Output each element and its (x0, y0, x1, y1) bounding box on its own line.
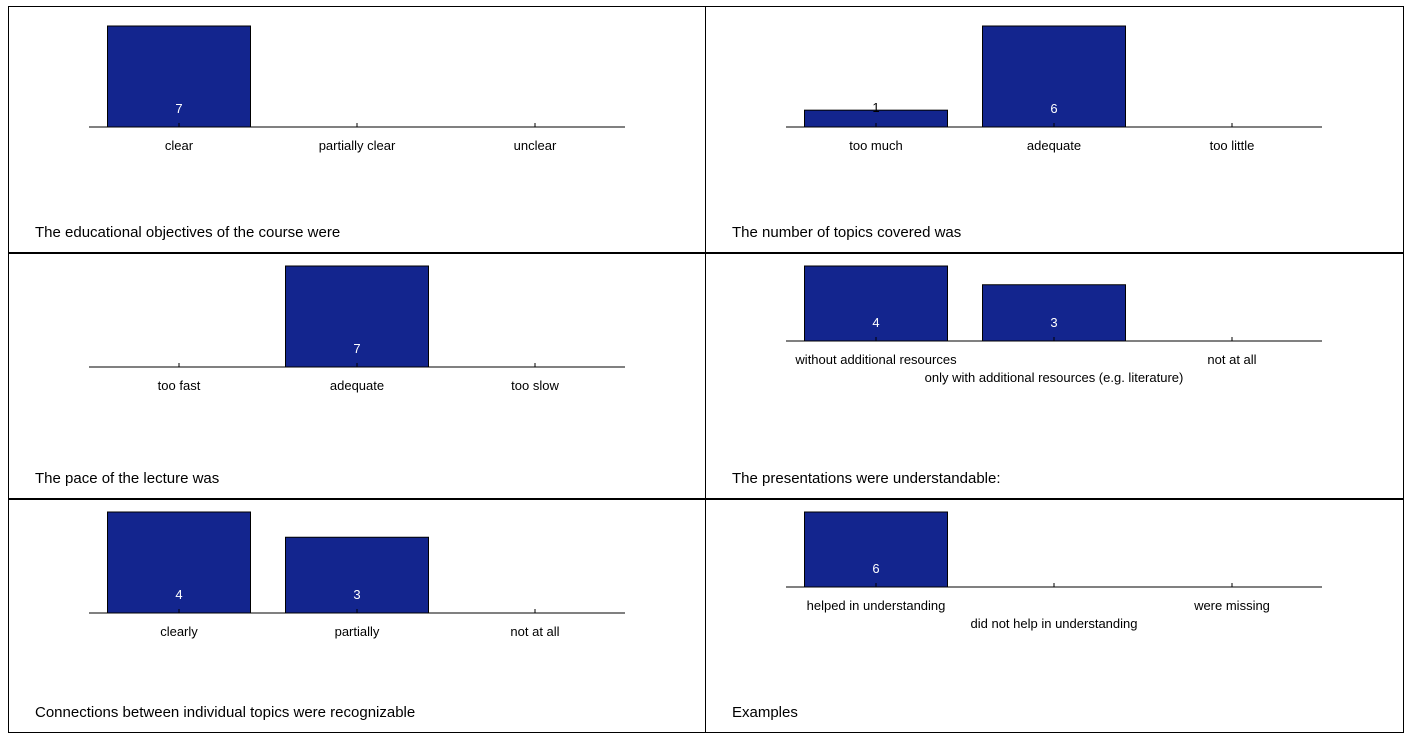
category-label: without additional resources (794, 352, 957, 367)
bar-chart-svg: 4 3 clearly partially not at all (89, 511, 625, 639)
bar-chart-svg: 6 helped in understanding did not help in … (786, 511, 1322, 631)
data-label: 1 (872, 100, 879, 115)
chart-panel-6: 6 helped in understanding did not help in … (705, 499, 1404, 733)
bar (804, 511, 948, 588)
bar-chart-svg: 7 too fast adequate too slow (89, 265, 625, 393)
category-label: too little (1210, 138, 1255, 153)
bar-chart-svg: 4 3 without additional resources only with … (786, 265, 1322, 385)
category-label: adequate (330, 378, 384, 393)
chart-panel-4: 4 3 without additional resources only with … (705, 253, 1404, 499)
bar (982, 25, 1126, 128)
chart-caption: The pace of the lecture was (35, 470, 220, 487)
chart-panel-1: 7 clear partially clear unclear The educatio… (8, 6, 706, 253)
chart-caption: The presentations were understandable: (732, 470, 1001, 487)
category-label: clearly (160, 624, 198, 639)
data-label: 7 (353, 341, 360, 356)
bar (107, 25, 251, 128)
chart-panel-5: 4 3 clearly partially not at all Connections … (8, 499, 706, 733)
chart-caption: The number of topics covered was (732, 224, 962, 241)
chart-panel-3: 7 too fast adequate too slow The pace of the… (8, 253, 706, 499)
bar-chart-svg: 1 6 too much adequate too little (786, 25, 1322, 153)
data-label: 3 (353, 587, 360, 602)
category-label: partially clear (319, 138, 396, 153)
data-label: 4 (175, 587, 182, 602)
category-label: only with additional resources (e.g. lit… (925, 370, 1184, 385)
data-label: 6 (1050, 101, 1057, 116)
chart-panel-2: 1 6 too much adequate too little The number o… (705, 6, 1404, 253)
bar (804, 265, 948, 342)
data-label: 4 (872, 315, 879, 330)
bar (982, 284, 1126, 342)
data-label: 7 (175, 101, 182, 116)
bar-chart-svg: 7 clear partially clear unclear (89, 25, 625, 153)
category-label: helped in understanding (807, 598, 946, 613)
chart-caption: Examples (732, 704, 798, 721)
category-label: were missing (1193, 598, 1270, 613)
category-label: too slow (511, 378, 559, 393)
chart-caption: The educational objectives of the course… (35, 224, 341, 241)
category-label: too much (849, 138, 902, 153)
category-label: did not help in understanding (971, 616, 1138, 631)
category-label: adequate (1027, 138, 1081, 153)
category-label: partially (335, 624, 380, 639)
category-label: clear (165, 138, 194, 153)
bar (285, 265, 429, 368)
category-label: too fast (158, 378, 201, 393)
chart-caption: Connections between individual topics we… (35, 704, 416, 721)
data-label: 6 (872, 561, 879, 576)
data-label: 3 (1050, 315, 1057, 330)
bar (107, 511, 251, 614)
category-label: unclear (514, 138, 557, 153)
category-label: not at all (510, 624, 559, 639)
category-label: not at all (1207, 352, 1256, 367)
